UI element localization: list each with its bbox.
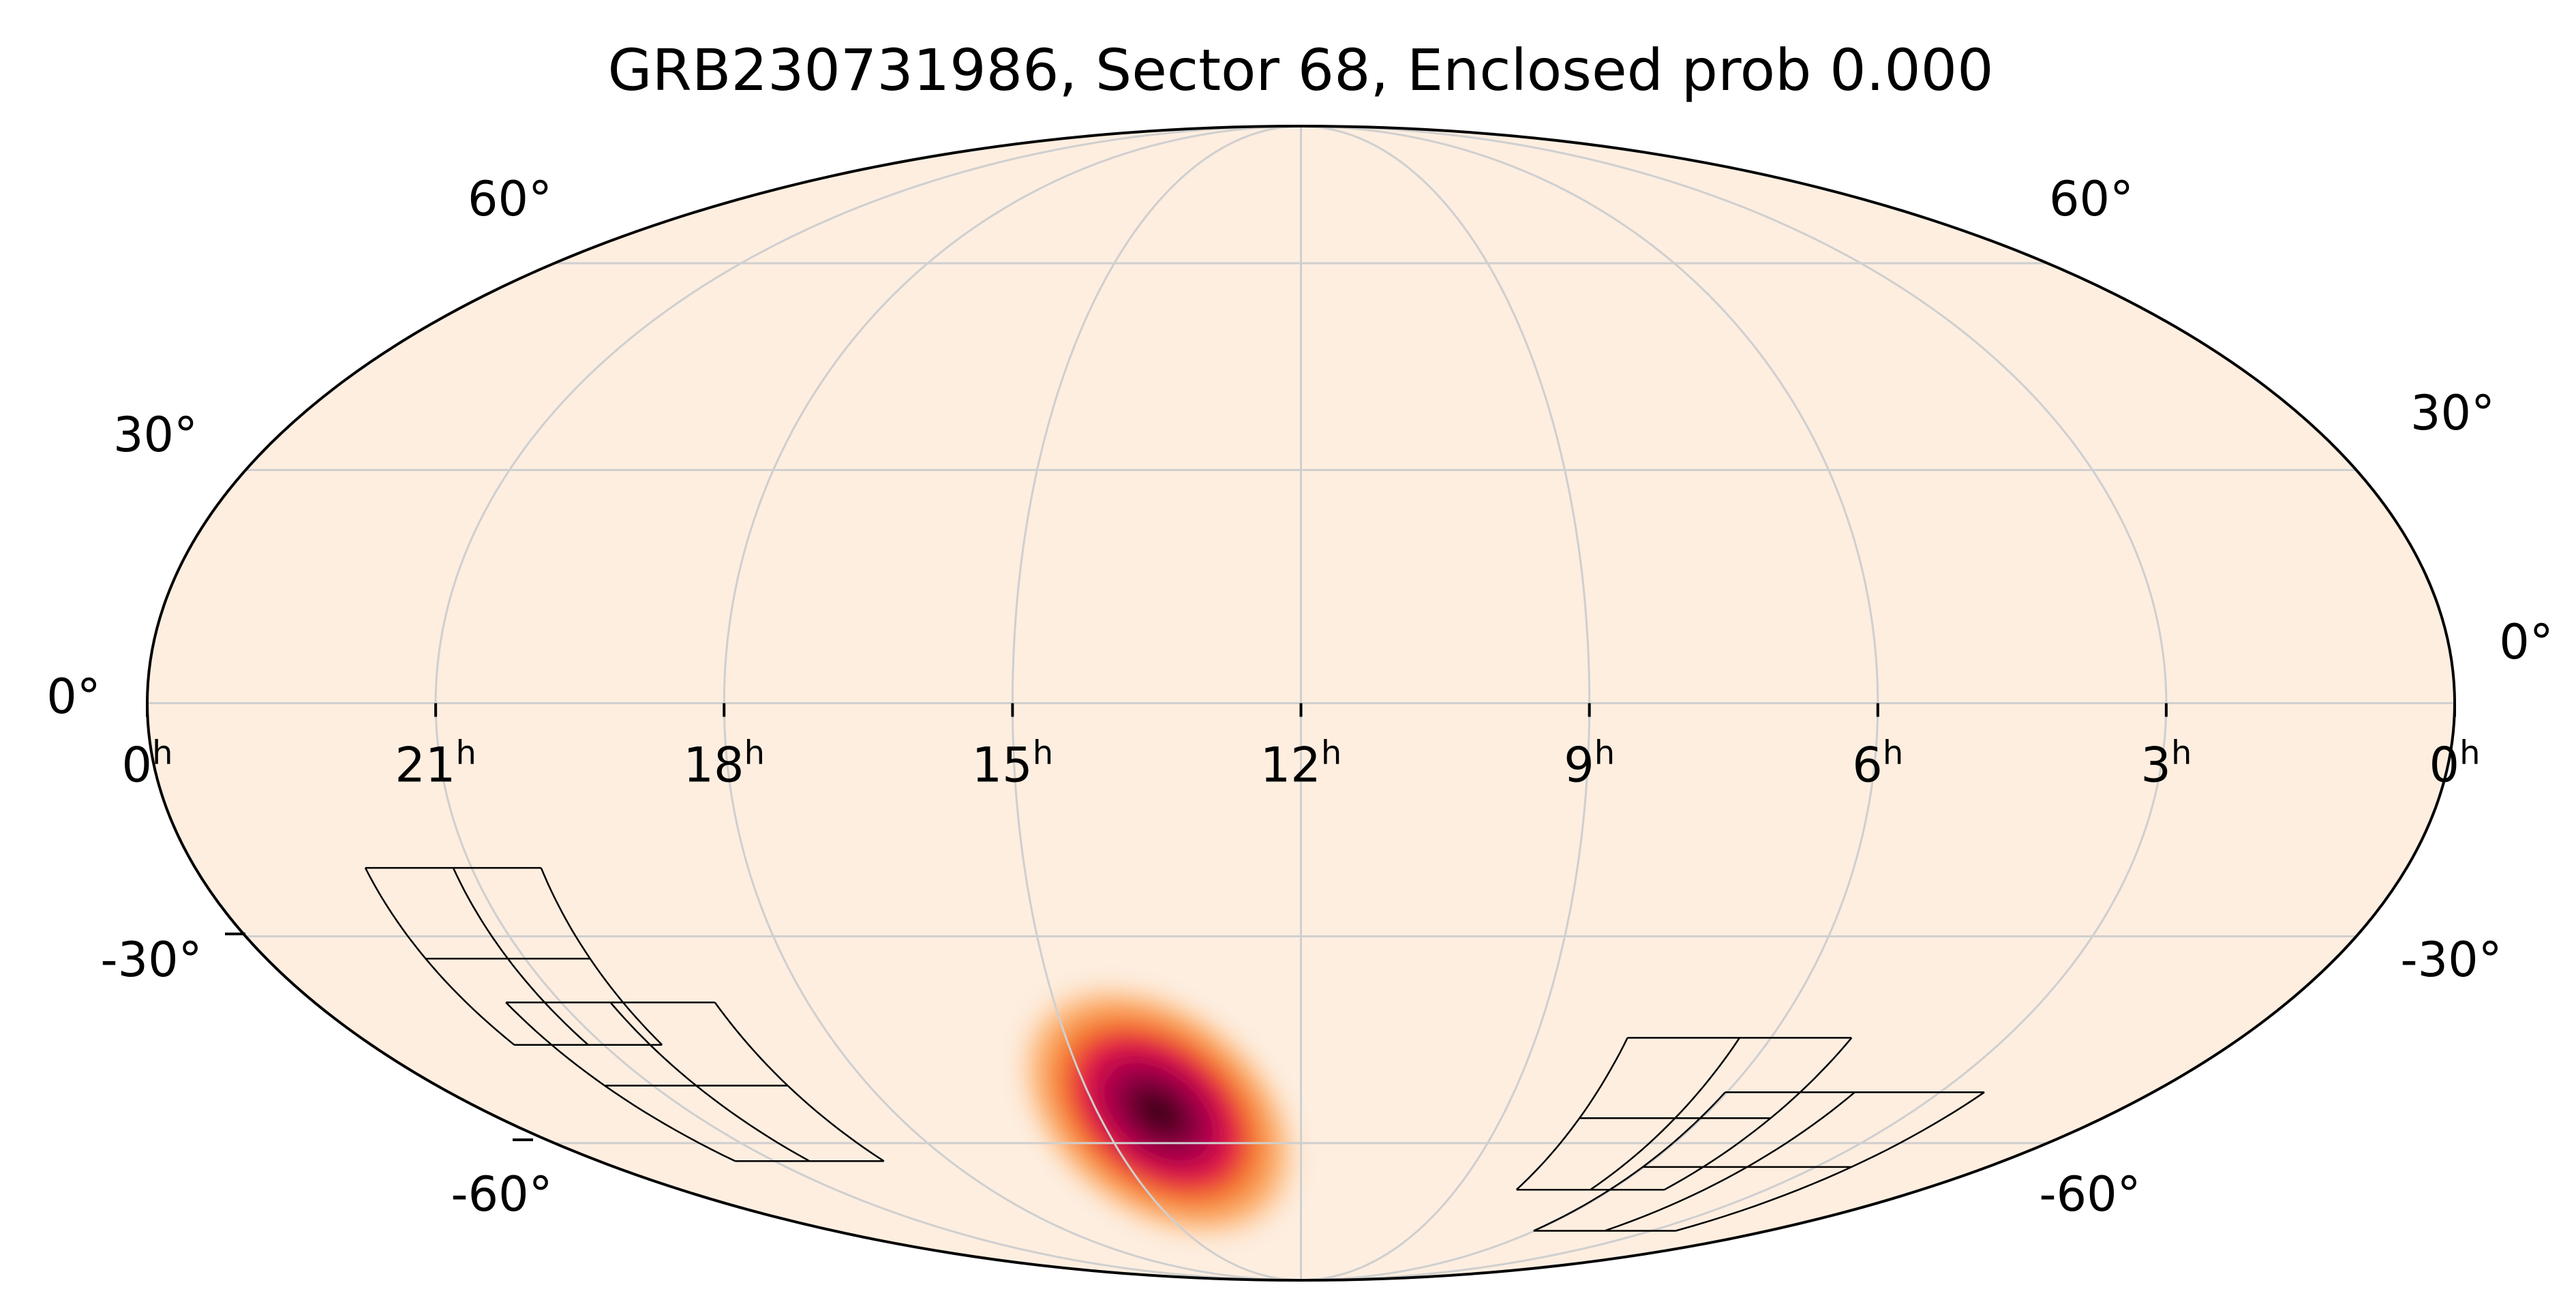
ra-tick-label: 3h bbox=[2140, 734, 2192, 793]
dec-tick-label-left: -30° bbox=[100, 932, 202, 988]
dec-tick-label-left: 60° bbox=[468, 171, 552, 227]
ra-tick-label: 12h bbox=[1260, 734, 1342, 793]
ra-tick-label: 9h bbox=[1564, 734, 1615, 793]
footprint-left-group bbox=[364, 866, 885, 1162]
ra-tick-label: 0h bbox=[122, 734, 173, 793]
dec-tick-label-right: -60° bbox=[2039, 1166, 2140, 1222]
probability-peak bbox=[1006, 972, 1311, 1251]
sector-footprints bbox=[364, 866, 1985, 1232]
camera-footprint bbox=[364, 866, 663, 1046]
probability-region bbox=[1006, 972, 1311, 1251]
camera-footprint bbox=[1515, 1037, 1853, 1191]
chart-title: GRB230731986, Sector 68, Enclosed prob 0… bbox=[607, 37, 1993, 104]
ra-tick-label: 21h bbox=[395, 734, 476, 793]
camera-footprint bbox=[1533, 1091, 1985, 1232]
camera-footprint bbox=[505, 1001, 885, 1162]
ra-tick-label: 15h bbox=[972, 734, 1054, 793]
dec-tick-label-right: 0° bbox=[2499, 614, 2554, 670]
ra-tick-label: 6h bbox=[1852, 734, 1903, 793]
dec-tick-label-right: 60° bbox=[2049, 171, 2134, 227]
footprint-right-group bbox=[1515, 1037, 1985, 1232]
dec-tick-label-right: 30° bbox=[2410, 385, 2495, 441]
ra-tick-label: 18h bbox=[684, 734, 766, 793]
dec-tick-label-left: 30° bbox=[113, 407, 198, 463]
ra-tick-label: 0h bbox=[2429, 734, 2481, 793]
dec-tick-label-right: -30° bbox=[2400, 932, 2502, 988]
probability-heatmap bbox=[1006, 972, 1311, 1251]
dec-tick-label-left: -60° bbox=[451, 1166, 552, 1222]
dec-tick-label-left: 0° bbox=[46, 669, 101, 725]
axis-ticks: 0h 21h 18h 15h 12h 9h 6h 3h 0h 60° 30° 0° -30° -60° 60… bbox=[46, 171, 2554, 1222]
